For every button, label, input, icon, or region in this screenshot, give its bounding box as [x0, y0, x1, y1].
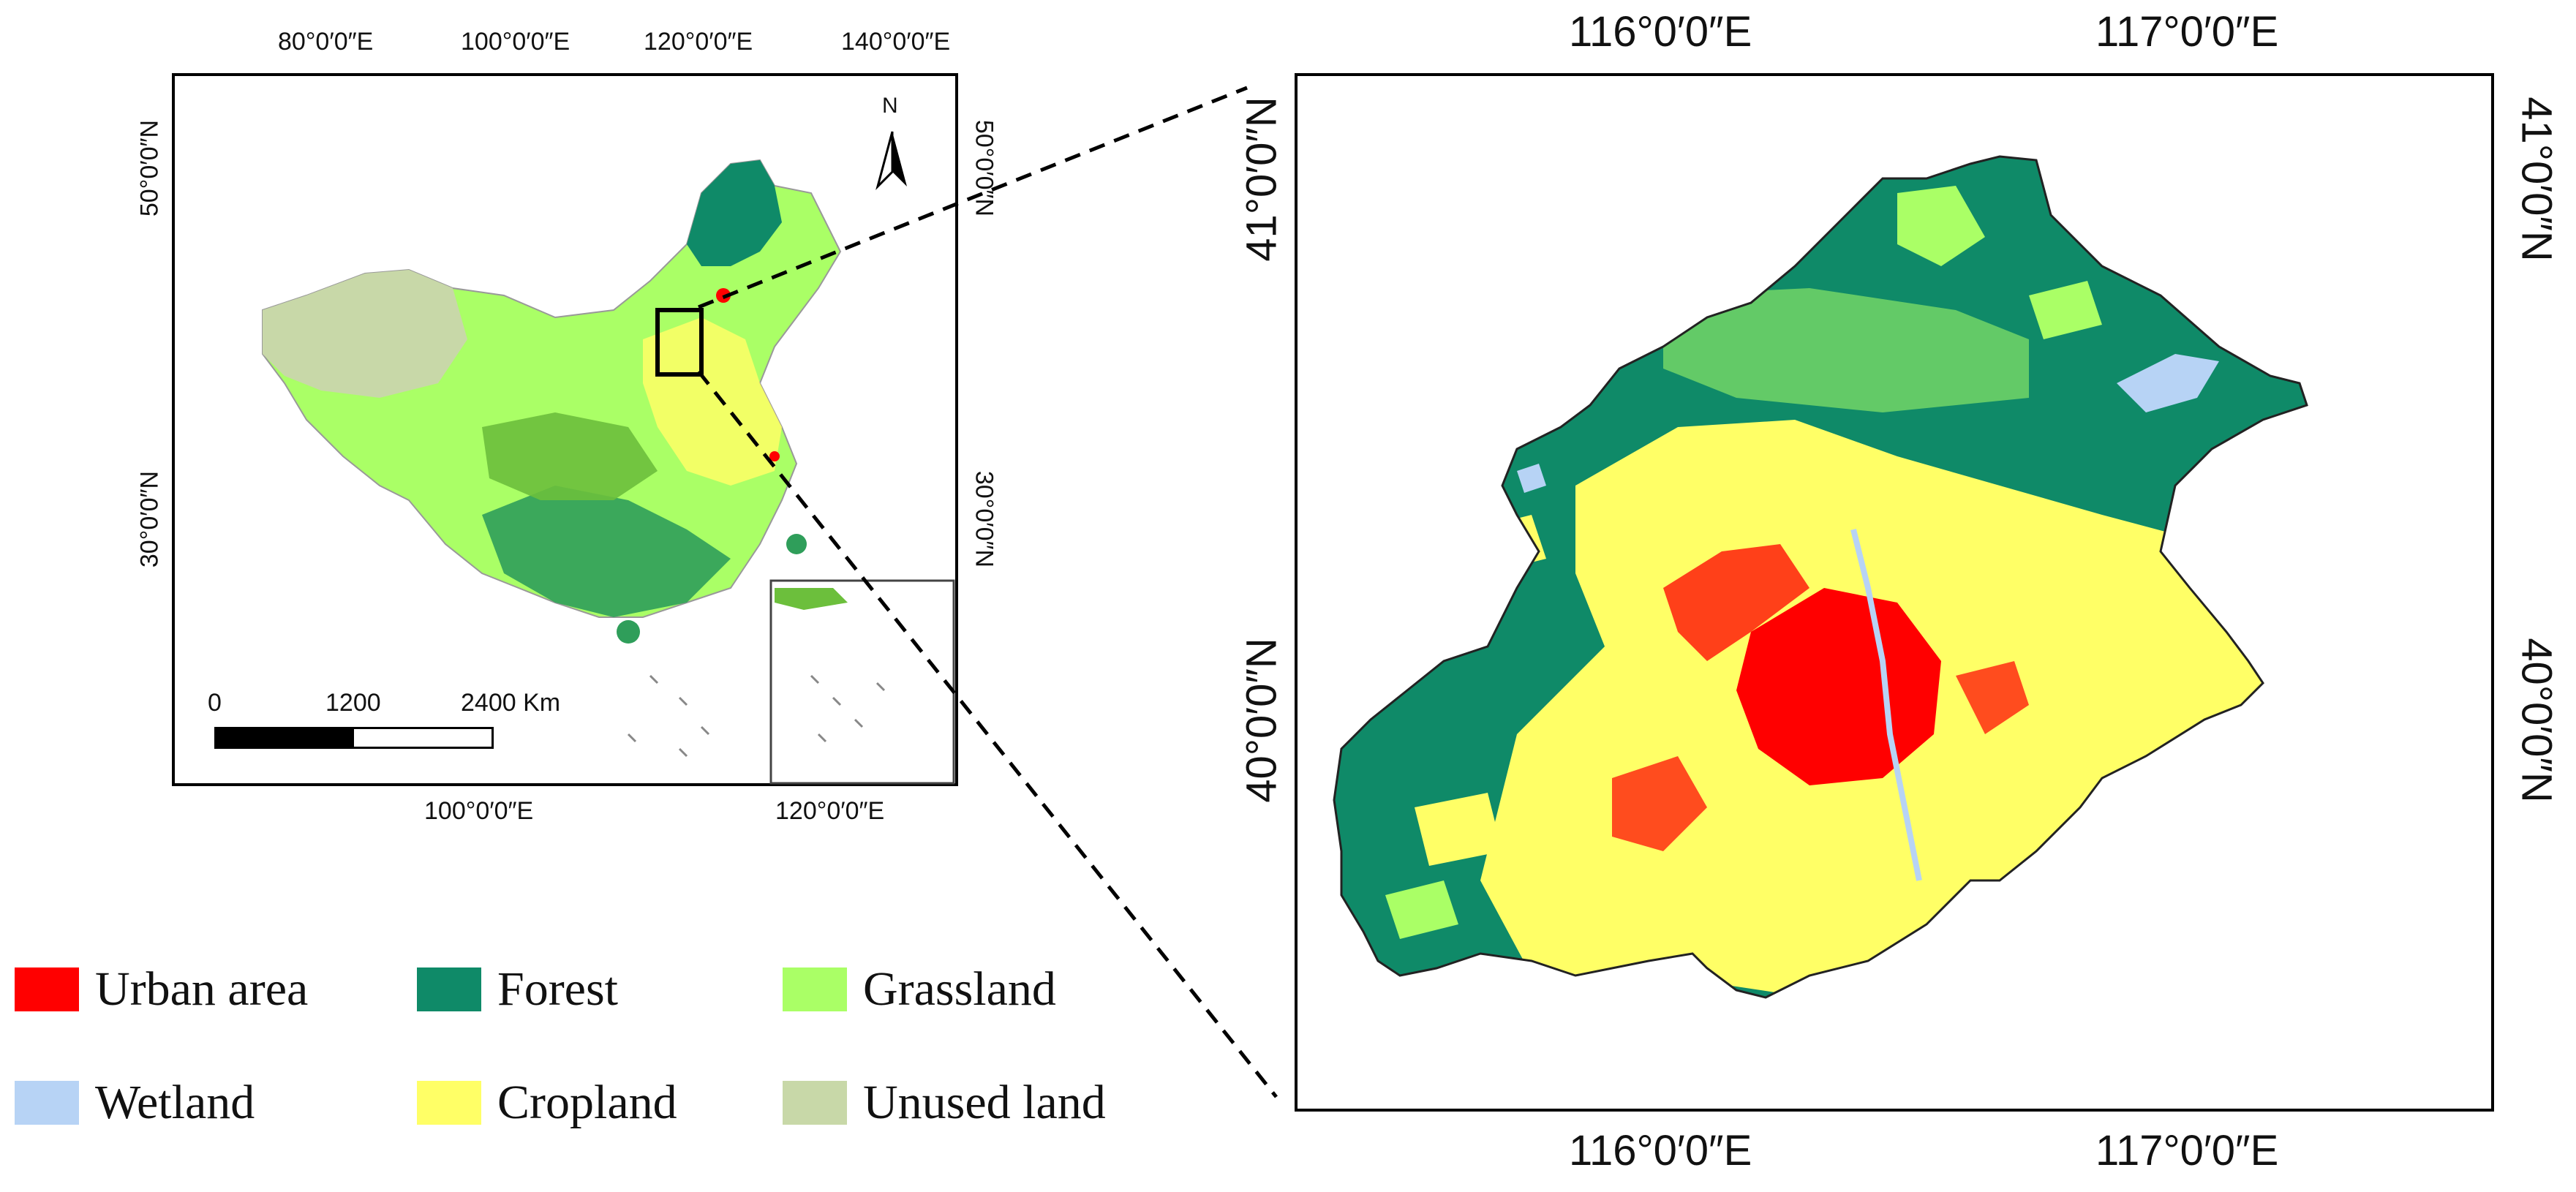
- overview-map-frame: [172, 73, 958, 786]
- beijing-landcover-map: [1333, 155, 2308, 999]
- north-label: N: [882, 94, 898, 118]
- scale-label-1200: 1200: [325, 689, 381, 717]
- detail-top-tick-2: 117°0′0″E: [2095, 8, 2279, 56]
- legend-swatch-urban: [15, 967, 79, 1011]
- legend-label-cropland: Cropland: [497, 1076, 677, 1129]
- overview-top-tick-4: 140°0′0″E: [841, 28, 951, 56]
- legend-label-forest: Forest: [497, 962, 618, 1016]
- legend-swatch-unused: [783, 1081, 847, 1125]
- overview-left-tick-2: 30°0′0″N: [135, 470, 164, 568]
- river-wetland: [1850, 529, 1922, 881]
- central-mix: [482, 412, 658, 500]
- legend-label-wetland: Wetland: [95, 1076, 255, 1129]
- northern-cropland: [1663, 288, 2029, 412]
- overview-bottom-tick-2: 120°0′0″E: [775, 797, 885, 825]
- legend-swatch-cropland: [417, 1081, 481, 1125]
- south-forest: [482, 486, 731, 617]
- overview-right-tick-2: 30°0′0″N: [970, 470, 998, 568]
- overview-bottom-tick-1: 100°0′0″E: [424, 797, 534, 825]
- urban-fringe: [1663, 544, 1809, 661]
- china-landcover-map: [262, 159, 955, 785]
- detail-bottom-tick-2: 117°0′0″E: [2095, 1127, 2279, 1174]
- detail-bottom-tick-1: 116°0′0″E: [1569, 1127, 1752, 1174]
- overview-left-tick-1: 50°0′0″N: [135, 119, 164, 217]
- detail-right-tick-1: 41°0′0″N: [2512, 97, 2561, 262]
- taiwan-island: [786, 534, 807, 554]
- scale-bar: [214, 727, 494, 749]
- beijing-urban: [716, 288, 731, 303]
- beijing-boundary: [1333, 155, 2308, 999]
- southern-urban: [1612, 756, 1707, 851]
- east-urban: [1956, 661, 2029, 734]
- detail-map-frame: [1295, 73, 2494, 1112]
- reservoir-wetland: [2117, 354, 2219, 412]
- scale-label-2400: 2400 Km: [461, 689, 561, 717]
- detail-left-tick-2: 40°0′0″N: [1238, 638, 1286, 803]
- detail-left-tick-1: 41°0′0″N: [1238, 97, 1286, 262]
- overview-top-tick-2: 100°0′0″E: [461, 28, 570, 56]
- overview-top-tick-3: 120°0′0″E: [644, 28, 753, 56]
- overview-top-tick-1: 80°0′0″E: [278, 28, 374, 56]
- legend-item-forest: Forest: [417, 962, 618, 1017]
- legend-label-grassland: Grassland: [863, 962, 1056, 1016]
- hainan-island: [617, 620, 640, 644]
- beijing-highlight-box: [655, 308, 704, 377]
- west-unused-land: [263, 270, 467, 398]
- shanghai-urban: [769, 451, 780, 461]
- legend-swatch-grassland: [783, 967, 847, 1011]
- detail-top-tick-1: 116°0′0″E: [1569, 8, 1752, 56]
- west-wetland: [1517, 464, 1546, 493]
- detail-right-tick-2: 40°0′0″N: [2512, 638, 2561, 803]
- sea-islands: [627, 674, 710, 758]
- legend-swatch-wetland: [15, 1081, 79, 1125]
- legend-swatch-forest: [417, 967, 481, 1011]
- legend-item-grassland: Grassland: [783, 962, 1056, 1017]
- legend-item-wetland: Wetland: [15, 1075, 255, 1131]
- legend-label-urban: Urban area: [95, 962, 309, 1016]
- legend-item-unused: Unused land: [783, 1075, 1106, 1131]
- south-china-sea-inset: [769, 579, 955, 785]
- legend-item-cropland: Cropland: [417, 1075, 677, 1131]
- scale-label-0: 0: [208, 689, 222, 717]
- legend-item-urban: Urban area: [15, 962, 308, 1017]
- legend-label-unused: Unused land: [863, 1076, 1106, 1129]
- overview-right-tick-1: 50°0′0″N: [970, 119, 998, 217]
